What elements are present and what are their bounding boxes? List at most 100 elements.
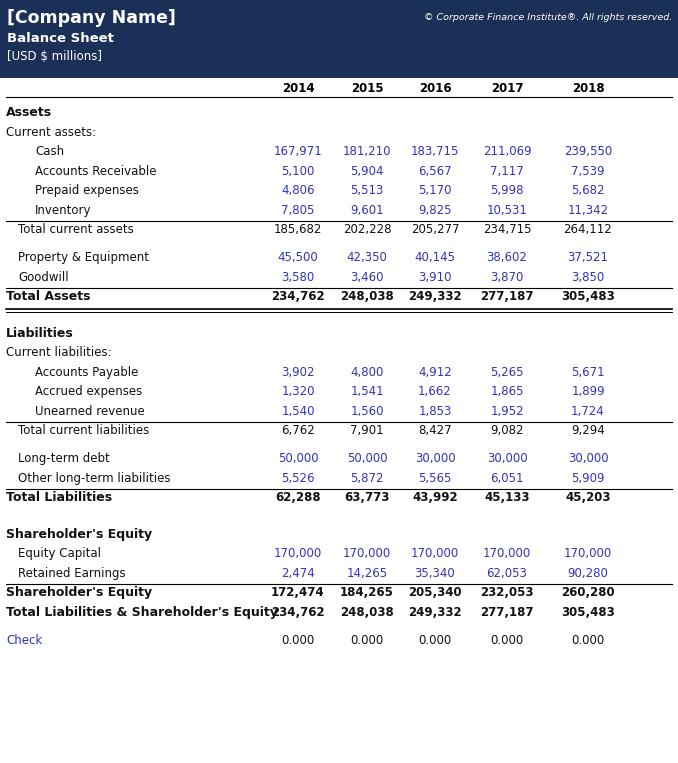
Text: 0.000: 0.000 (572, 634, 605, 647)
Text: 9,825: 9,825 (418, 204, 452, 217)
Text: 45,133: 45,133 (484, 491, 530, 504)
Text: 30,000: 30,000 (487, 452, 527, 465)
Text: 63,773: 63,773 (344, 491, 390, 504)
Text: [USD $ millions]: [USD $ millions] (7, 50, 102, 63)
Text: 4,806: 4,806 (281, 184, 315, 198)
Text: Total Assets: Total Assets (6, 290, 90, 303)
Text: 205,277: 205,277 (411, 224, 459, 237)
Text: 50,000: 50,000 (278, 452, 318, 465)
Text: Prepaid expenses: Prepaid expenses (35, 184, 139, 198)
Text: Accounts Payable: Accounts Payable (35, 365, 138, 378)
Text: 1,899: 1,899 (571, 385, 605, 398)
Text: 43,992: 43,992 (412, 491, 458, 504)
Text: Goodwill: Goodwill (18, 271, 68, 284)
Text: 249,332: 249,332 (408, 290, 462, 303)
Text: Retained Earnings: Retained Earnings (18, 567, 125, 580)
Text: 62,053: 62,053 (487, 567, 527, 580)
Text: 170,000: 170,000 (483, 547, 531, 560)
Text: 62,288: 62,288 (275, 491, 321, 504)
Text: 42,350: 42,350 (346, 251, 387, 264)
Text: 234,762: 234,762 (271, 290, 325, 303)
Text: [Company Name]: [Company Name] (7, 9, 176, 27)
Text: 185,682: 185,682 (274, 224, 322, 237)
Text: Total current liabilities: Total current liabilities (18, 424, 149, 437)
Text: Unearned revenue: Unearned revenue (35, 404, 144, 418)
Text: 305,483: 305,483 (561, 606, 615, 619)
Text: 30,000: 30,000 (415, 452, 456, 465)
Text: 1,865: 1,865 (490, 385, 523, 398)
Text: Inventory: Inventory (35, 204, 92, 217)
Text: 2015: 2015 (351, 82, 383, 95)
Text: 5,909: 5,909 (572, 472, 605, 485)
Text: 14,265: 14,265 (346, 567, 388, 580)
Text: 1,724: 1,724 (571, 404, 605, 418)
Text: 7,805: 7,805 (281, 204, 315, 217)
Text: Property & Equipment: Property & Equipment (18, 251, 149, 264)
Text: 6,567: 6,567 (418, 165, 452, 178)
Text: 0.000: 0.000 (490, 634, 523, 647)
Text: 10,531: 10,531 (487, 204, 527, 217)
Text: Accrued expenses: Accrued expenses (35, 385, 142, 398)
Text: 9,294: 9,294 (571, 424, 605, 437)
Text: Liabilities: Liabilities (6, 327, 74, 340)
Text: 11,342: 11,342 (567, 204, 609, 217)
Text: 37,521: 37,521 (567, 251, 608, 264)
Text: 249,332: 249,332 (408, 606, 462, 619)
Text: 5,513: 5,513 (351, 184, 384, 198)
Text: 8,427: 8,427 (418, 424, 452, 437)
Text: 170,000: 170,000 (274, 547, 322, 560)
Text: 0.000: 0.000 (351, 634, 384, 647)
Text: Cash: Cash (35, 145, 64, 158)
Text: 7,901: 7,901 (351, 424, 384, 437)
Text: 2,474: 2,474 (281, 567, 315, 580)
Text: 5,872: 5,872 (351, 472, 384, 485)
Text: © Corporate Finance Institute®. All rights reserved.: © Corporate Finance Institute®. All righ… (424, 14, 672, 22)
Text: 1,560: 1,560 (351, 404, 384, 418)
Text: 277,187: 277,187 (480, 606, 534, 619)
Bar (0, 0, 678, 78)
Text: Long-term debt: Long-term debt (18, 452, 110, 465)
Text: 3,902: 3,902 (281, 365, 315, 378)
Text: 170,000: 170,000 (343, 547, 391, 560)
Text: Total Liabilities & Shareholder's Equity: Total Liabilities & Shareholder's Equity (6, 606, 278, 619)
Text: Accounts Receivable: Accounts Receivable (35, 165, 157, 178)
Text: 5,265: 5,265 (490, 365, 523, 378)
Text: 170,000: 170,000 (564, 547, 612, 560)
Text: 7,539: 7,539 (572, 165, 605, 178)
Text: 7,117: 7,117 (490, 165, 524, 178)
Text: 234,715: 234,715 (483, 224, 532, 237)
Text: 5,170: 5,170 (418, 184, 452, 198)
Text: 1,541: 1,541 (351, 385, 384, 398)
Text: 45,203: 45,203 (565, 491, 611, 504)
Text: 2014: 2014 (281, 82, 315, 95)
Text: 5,526: 5,526 (281, 472, 315, 485)
Text: 90,280: 90,280 (567, 567, 608, 580)
Text: 202,228: 202,228 (343, 224, 391, 237)
Text: Shareholder's Equity: Shareholder's Equity (6, 528, 152, 541)
Text: 5,998: 5,998 (490, 184, 523, 198)
Text: 3,580: 3,580 (281, 271, 315, 284)
Text: 277,187: 277,187 (480, 290, 534, 303)
Text: 260,280: 260,280 (561, 586, 615, 599)
Text: Current liabilities:: Current liabilities: (6, 346, 112, 359)
Text: 183,715: 183,715 (411, 145, 459, 158)
Text: Shareholder's Equity: Shareholder's Equity (6, 586, 152, 599)
Text: Current assets:: Current assets: (6, 126, 96, 139)
Text: 45,500: 45,500 (277, 251, 319, 264)
Text: Other long-term liabilities: Other long-term liabilities (18, 472, 170, 485)
Text: 1,952: 1,952 (490, 404, 524, 418)
Text: 239,550: 239,550 (564, 145, 612, 158)
Text: 50,000: 50,000 (346, 452, 387, 465)
Text: 3,910: 3,910 (418, 271, 452, 284)
Text: 0.000: 0.000 (418, 634, 452, 647)
Text: 181,210: 181,210 (343, 145, 391, 158)
Text: 172,474: 172,474 (271, 586, 325, 599)
Text: 9,601: 9,601 (351, 204, 384, 217)
Text: 184,265: 184,265 (340, 586, 394, 599)
Text: 248,038: 248,038 (340, 290, 394, 303)
Text: Total Liabilities: Total Liabilities (6, 491, 112, 504)
Text: 167,971: 167,971 (274, 145, 322, 158)
Text: 35,340: 35,340 (415, 567, 456, 580)
Text: 1,320: 1,320 (281, 385, 315, 398)
Text: 2016: 2016 (419, 82, 452, 95)
